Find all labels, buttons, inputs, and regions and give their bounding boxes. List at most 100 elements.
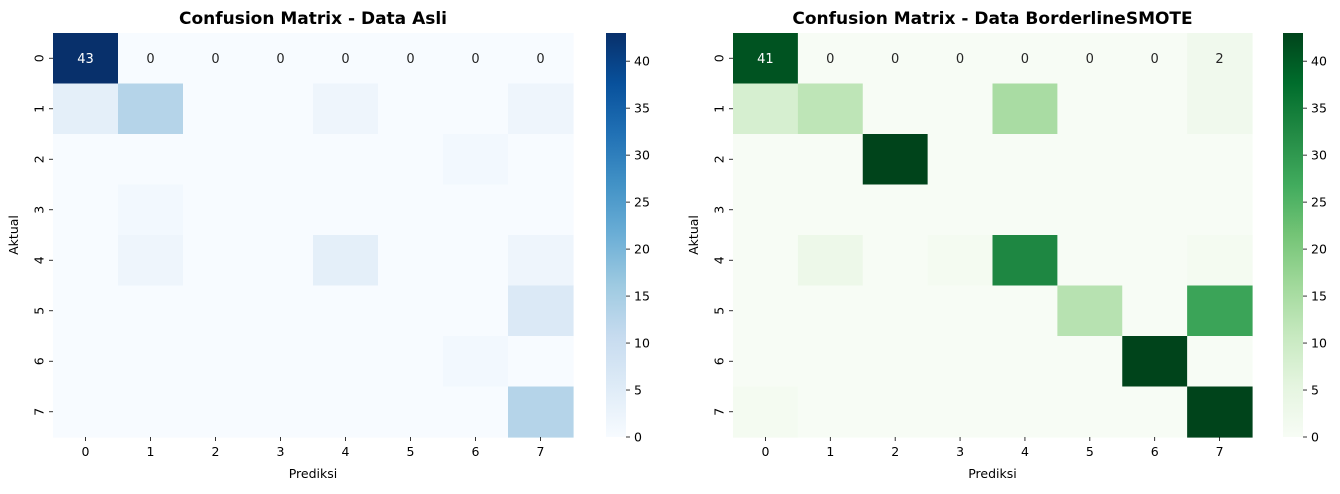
heatmap-cell <box>1057 184 1123 236</box>
heatmap-cell <box>53 184 119 236</box>
heatmap-cell <box>183 235 249 287</box>
colorbar-tick-label: 15 <box>634 289 650 304</box>
heatmap-cell <box>118 134 184 186</box>
heatmap-cell <box>1187 134 1253 186</box>
x-tick-label: 4 <box>342 444 350 459</box>
heatmap-cell <box>508 285 574 337</box>
heatmap-cell <box>992 386 1058 438</box>
heatmap-cell <box>733 83 799 135</box>
heatmap-cell <box>378 33 444 85</box>
heatmap-cell <box>797 83 864 135</box>
y-tick-label: 5 <box>712 307 727 315</box>
cell-value-label: 0 <box>1021 52 1029 67</box>
heatmap-cell <box>183 285 249 337</box>
heatmap-cell <box>1187 386 1253 438</box>
heatmap-cell <box>992 83 1058 135</box>
x-tick-label: 7 <box>537 444 545 459</box>
heatmap-cell <box>862 386 929 438</box>
heatmap-cell <box>118 83 184 135</box>
y-tick-label: 0 <box>32 54 47 62</box>
heatmap-cell <box>1187 184 1253 236</box>
heatmap-cell <box>443 235 509 287</box>
heatmap-cell <box>508 336 574 388</box>
heatmap-cell <box>1057 83 1123 135</box>
heatmap-cell <box>862 336 929 388</box>
cell-value-label: 0 <box>891 52 899 67</box>
y-axis-label: Aktual <box>6 215 21 255</box>
cell-value-label: 2 <box>1215 52 1223 67</box>
colorbar <box>606 33 626 437</box>
heatmap-cell <box>1122 83 1188 135</box>
x-tick-label: 1 <box>826 444 834 459</box>
heatmap-cell <box>118 235 184 287</box>
heatmap-cell <box>443 184 509 236</box>
cell-value-label: 0 <box>826 52 834 67</box>
heatmap-cell <box>118 336 184 388</box>
heatmap-cell <box>183 184 249 236</box>
colorbar-tick-label: 5 <box>634 383 642 398</box>
heatmap-cell <box>183 134 249 186</box>
y-tick-label: 0 <box>712 54 727 62</box>
heatmap-cell <box>1187 235 1253 287</box>
heatmap-cell <box>862 235 929 287</box>
heatmap-cell <box>927 285 994 337</box>
heatmap-cell <box>313 33 379 85</box>
colorbar-tick-label: 10 <box>1311 336 1327 351</box>
x-tick-label: 6 <box>1151 444 1159 459</box>
heatmap-cell <box>862 184 929 236</box>
x-tick-label: 7 <box>1216 444 1224 459</box>
heatmap-cell <box>248 336 314 388</box>
cell-value-label: 0 <box>146 52 154 67</box>
chart-title: Confusion Matrix - Data Asli <box>179 9 447 29</box>
colorbar-tick-label: 35 <box>634 101 650 116</box>
heatmap-cell <box>1057 235 1123 287</box>
heatmap-cell <box>992 235 1058 287</box>
cell-value-label: 0 <box>956 52 964 67</box>
heatmap-cell <box>927 336 994 388</box>
colorbar-tick-label: 30 <box>1311 148 1327 163</box>
y-tick-label: 3 <box>712 206 727 214</box>
heatmap-cell <box>378 336 444 388</box>
colorbar-tick-label: 20 <box>634 242 650 257</box>
heatmap-cell <box>508 134 574 186</box>
heatmap-cell <box>797 336 864 388</box>
y-tick-label: 2 <box>32 155 47 163</box>
cell-value-label: 0 <box>1151 52 1159 67</box>
x-tick-label: 0 <box>761 444 769 459</box>
colorbar <box>1283 33 1303 437</box>
x-tick-label: 0 <box>82 444 90 459</box>
x-tick-label: 3 <box>956 444 964 459</box>
heatmap-cell <box>1057 33 1123 85</box>
y-axis-label: Aktual <box>686 215 701 255</box>
y-tick-label: 7 <box>712 408 727 416</box>
cell-value-label: 43 <box>77 52 94 67</box>
heatmap-cell <box>443 83 509 135</box>
heatmap-cell <box>1122 184 1188 236</box>
heatmap-cell <box>862 285 929 337</box>
heatmap-cell <box>508 83 574 135</box>
heatmap-cell <box>183 83 249 135</box>
x-axis-label: Prediksi <box>289 466 338 481</box>
heatmap-cell <box>1187 33 1253 85</box>
cell-value-label: 0 <box>471 52 479 67</box>
cell-value-label: 0 <box>276 52 284 67</box>
heatmap-cell <box>378 184 444 236</box>
heatmap-cell <box>443 285 509 337</box>
heatmap-cell <box>118 184 184 236</box>
cell-value-label: 0 <box>1086 52 1094 67</box>
heatmap-cell <box>248 386 314 438</box>
colorbar-tick-label: 0 <box>1311 430 1319 445</box>
x-tick-label: 3 <box>277 444 285 459</box>
heatmap-cell <box>992 134 1058 186</box>
heatmap-cell <box>248 33 314 85</box>
cell-value-label: 41 <box>757 52 774 67</box>
heatmap-cell <box>248 184 314 236</box>
heatmap-cell <box>378 285 444 337</box>
heatmap-cell <box>797 386 864 438</box>
colorbar-tick-label: 25 <box>1311 195 1327 210</box>
heatmap-cell <box>508 386 574 438</box>
colorbar-tick-label: 10 <box>634 336 650 351</box>
heatmap-cell <box>733 336 799 388</box>
cell-value-label: 0 <box>341 52 349 67</box>
heatmap-cell <box>797 33 864 85</box>
